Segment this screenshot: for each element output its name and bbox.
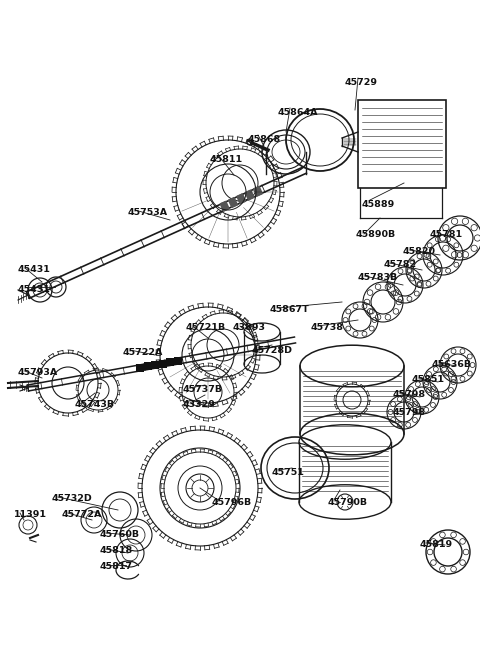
Text: 45783B: 45783B [358,273,398,282]
Text: 45851: 45851 [412,375,445,384]
Text: 45798: 45798 [393,390,426,399]
Bar [151,361,159,369]
Text: 45737B: 45737B [183,385,223,394]
Text: 43893: 43893 [233,323,266,332]
Text: 45890B: 45890B [356,230,396,239]
Polygon shape [245,190,254,200]
Text: 45793A: 45793A [18,368,58,377]
Text: 45732D: 45732D [52,494,93,503]
Text: 11391: 11391 [14,510,47,519]
Text: 45722A: 45722A [123,348,163,357]
Text: 45811: 45811 [210,155,243,164]
Text: 45867T: 45867T [270,305,310,314]
Polygon shape [228,198,238,208]
Bar [136,364,144,372]
Bar [144,362,152,371]
Text: 45864A: 45864A [278,108,319,117]
Polygon shape [253,187,263,196]
Text: 45820: 45820 [403,247,436,256]
Text: 45889: 45889 [362,200,395,209]
Bar [158,360,167,368]
Text: 45798: 45798 [393,408,426,417]
Text: 45772A: 45772A [62,510,102,519]
Polygon shape [237,194,246,204]
Text: 45729: 45729 [345,78,378,87]
Text: 45796B: 45796B [212,498,252,507]
Text: 45431: 45431 [18,265,51,274]
Text: 43329: 43329 [183,400,216,409]
Bar [358,100,446,188]
Polygon shape [220,201,229,211]
Text: 45819: 45819 [420,540,453,549]
Text: 45817: 45817 [100,562,133,571]
Text: 45738: 45738 [311,323,344,332]
Text: 45753A: 45753A [128,208,168,217]
Text: 45782: 45782 [384,260,417,269]
Bar [166,358,174,366]
Text: 45790B: 45790B [328,498,368,507]
Text: 45760B: 45760B [100,530,140,539]
Text: 45781: 45781 [430,230,463,239]
Text: 45868: 45868 [248,135,281,144]
Text: 45751: 45751 [272,468,305,477]
Text: 45728D: 45728D [252,346,293,355]
Text: 45818: 45818 [100,546,133,555]
Bar [174,357,181,365]
Text: 45431: 45431 [18,285,51,294]
Text: 45743B: 45743B [75,400,115,409]
Text: 45636B: 45636B [432,360,472,369]
Text: 45721B: 45721B [186,323,226,332]
